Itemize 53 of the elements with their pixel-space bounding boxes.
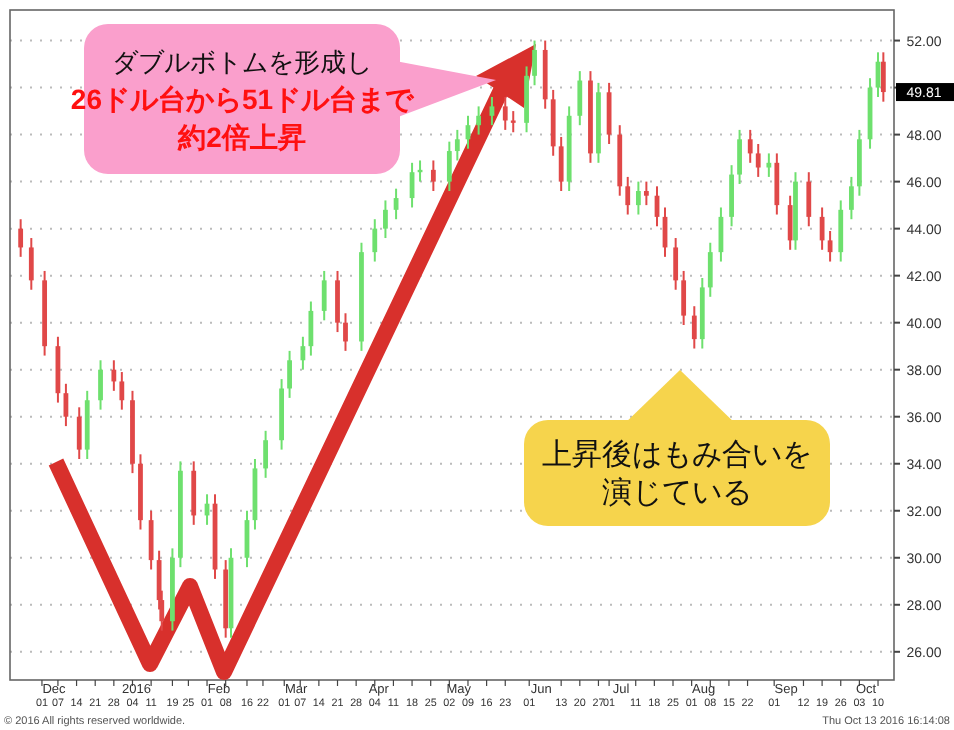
candlestick bbox=[856, 128, 862, 197]
candlestick bbox=[510, 110, 516, 134]
candlestick bbox=[558, 135, 564, 193]
candlestick bbox=[643, 180, 649, 207]
candlestick bbox=[28, 237, 34, 291]
candlestick bbox=[372, 218, 378, 263]
candlestick bbox=[819, 206, 825, 251]
candlestick bbox=[300, 335, 306, 371]
annotation: 26ドル台から51ドル台まで bbox=[70, 83, 416, 115]
annotation: 約2倍上昇 bbox=[176, 121, 306, 153]
candlestick bbox=[119, 371, 125, 411]
candlestick bbox=[383, 199, 388, 240]
annotation: 演じている bbox=[602, 476, 752, 510]
candlestick bbox=[476, 105, 482, 136]
candlestick bbox=[287, 349, 292, 399]
candlestick bbox=[806, 171, 812, 228]
candlestick bbox=[635, 180, 641, 216]
candlestick bbox=[681, 269, 687, 327]
candlestick bbox=[502, 95, 508, 131]
candlestick bbox=[430, 159, 436, 193]
candlestick bbox=[18, 218, 24, 258]
candlestick bbox=[343, 312, 348, 352]
candlestick bbox=[76, 406, 82, 461]
candlestick bbox=[737, 128, 742, 185]
candlestick bbox=[98, 359, 103, 411]
candlestick bbox=[625, 175, 631, 216]
candlestick bbox=[787, 194, 793, 251]
annotation: 上昇後はもみ合いを bbox=[542, 438, 812, 472]
candlestick bbox=[308, 300, 314, 357]
candlestick bbox=[577, 70, 583, 127]
candlestick bbox=[532, 39, 537, 87]
candlestick bbox=[335, 269, 340, 334]
candlestick bbox=[321, 269, 327, 322]
candlestick bbox=[774, 152, 780, 216]
candlestick bbox=[755, 143, 761, 178]
candlestick bbox=[880, 51, 886, 103]
candlestick bbox=[550, 88, 556, 157]
candlestick bbox=[707, 241, 713, 298]
annotation: ダブルボトムを形成し bbox=[112, 47, 372, 77]
candlestick bbox=[691, 305, 697, 350]
candlestick bbox=[766, 152, 772, 178]
candlestick bbox=[148, 509, 154, 571]
candlestick bbox=[454, 128, 460, 162]
candlestick bbox=[524, 65, 529, 134]
candlestick bbox=[673, 237, 679, 291]
candlestick bbox=[838, 199, 844, 263]
candlestick bbox=[191, 460, 197, 526]
candlestick bbox=[263, 429, 269, 479]
candlestick bbox=[849, 175, 854, 221]
candlestick bbox=[747, 128, 753, 164]
candlestick bbox=[729, 164, 734, 228]
candlestick bbox=[111, 359, 117, 392]
candlestick bbox=[446, 140, 452, 193]
